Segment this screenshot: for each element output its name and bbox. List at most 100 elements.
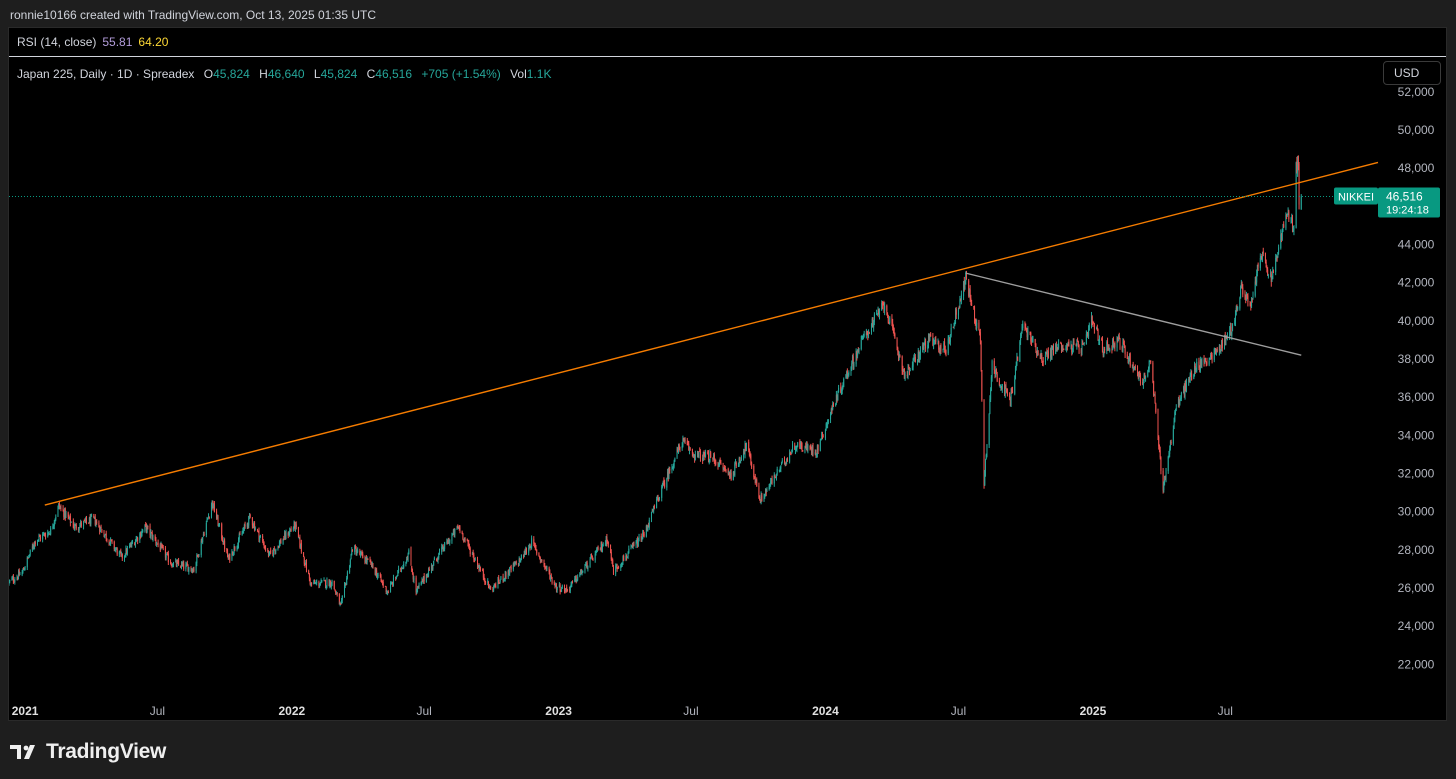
candle-body (656, 498, 658, 509)
candle-body (792, 444, 794, 452)
candle-body (577, 576, 579, 581)
candle-body (185, 564, 187, 569)
candle-body (360, 552, 362, 556)
candle-body (172, 566, 174, 568)
candle-body (1088, 329, 1090, 337)
candle-body (376, 570, 378, 577)
y-tick-label: 50,000 (1398, 123, 1435, 137)
candle-body (436, 558, 438, 560)
candle-body (658, 498, 660, 501)
candle-body (1199, 369, 1201, 371)
candle-body (193, 568, 195, 571)
volume-value: 1.1K (526, 67, 552, 81)
candle-body (805, 446, 807, 448)
candle-body (620, 565, 622, 568)
candle-body (749, 454, 751, 456)
candle-body (463, 539, 465, 541)
candle-body (1072, 341, 1074, 352)
candle-body (95, 522, 97, 526)
candle-body (213, 503, 215, 509)
candle-body (702, 458, 704, 461)
candle-body (134, 541, 136, 546)
candle-body (591, 555, 593, 557)
candle-body (1281, 230, 1283, 240)
candle-body (202, 534, 204, 537)
candle-body (400, 568, 402, 570)
candle-body (898, 351, 900, 358)
candle-body (31, 546, 33, 550)
chart-frame[interactable]: RSI (14, close) 55.81 64.20 Japan 225, Dai… (8, 27, 1447, 721)
candle-body (124, 555, 126, 557)
candle-body (1034, 338, 1036, 345)
candle-body (512, 563, 514, 570)
candle-body (406, 558, 408, 561)
candle-body (121, 553, 123, 559)
candle-body (1224, 335, 1226, 343)
candle-body (34, 541, 36, 547)
candle-body (948, 338, 950, 340)
candle-body (437, 558, 439, 561)
candle-body (553, 582, 555, 584)
candle-body (55, 516, 57, 520)
candle-body (1277, 252, 1279, 257)
candle-body (889, 317, 891, 323)
candle-body (607, 542, 609, 545)
candle-body (586, 562, 588, 569)
candle-body (1061, 348, 1063, 351)
candle-body (43, 533, 45, 535)
candle-body (596, 547, 598, 549)
candle-body (858, 349, 860, 351)
candle-body (674, 458, 676, 461)
candle-body (1041, 354, 1043, 361)
currency-button[interactable]: USD (1383, 61, 1441, 85)
candle-body (137, 537, 139, 541)
candle-body (980, 341, 982, 370)
candle-body (161, 545, 163, 547)
candle-body (308, 573, 310, 579)
candle-body (111, 540, 113, 542)
candle-body (218, 524, 220, 526)
candle-body (622, 556, 624, 565)
candle-body (681, 445, 683, 449)
candle-body (934, 339, 936, 342)
candle-body (341, 600, 343, 604)
candle-body (714, 460, 716, 463)
candle-body (887, 315, 889, 323)
tradingview-logo[interactable]: TradingView (10, 740, 166, 764)
candle-body (994, 370, 996, 377)
candle-body (551, 577, 553, 584)
candle-body (344, 583, 346, 586)
candle-body (439, 551, 441, 554)
candle-body (872, 318, 874, 327)
candle-body (208, 515, 210, 519)
candle-body (691, 449, 693, 454)
candle-body (1240, 287, 1242, 299)
rsi-pane[interactable]: RSI (14, close) 55.81 64.20 (9, 28, 1446, 57)
candle-body (88, 522, 90, 524)
candle-body (452, 534, 454, 536)
candle-body (23, 569, 25, 571)
candle-body (1220, 350, 1222, 352)
candle-body (938, 341, 940, 350)
candle-body (1256, 264, 1258, 273)
candle-body (630, 546, 632, 550)
candle-body (907, 366, 909, 376)
candle-body (233, 546, 235, 554)
candle-body (324, 580, 326, 587)
candle-body (1129, 353, 1131, 366)
candle-body (104, 533, 106, 535)
candle-body (487, 581, 489, 586)
candle-body (1295, 162, 1297, 228)
candle-body (140, 534, 142, 537)
trendline-lower (965, 272, 1302, 356)
candle-body (713, 455, 715, 458)
candle-body (252, 525, 254, 527)
candle-body (661, 484, 663, 487)
candle-body (219, 523, 221, 525)
candle-body (433, 560, 435, 566)
candle-body (64, 509, 66, 518)
high-label: H (259, 67, 268, 81)
candle-body (541, 559, 543, 561)
candle-body (1201, 357, 1203, 365)
